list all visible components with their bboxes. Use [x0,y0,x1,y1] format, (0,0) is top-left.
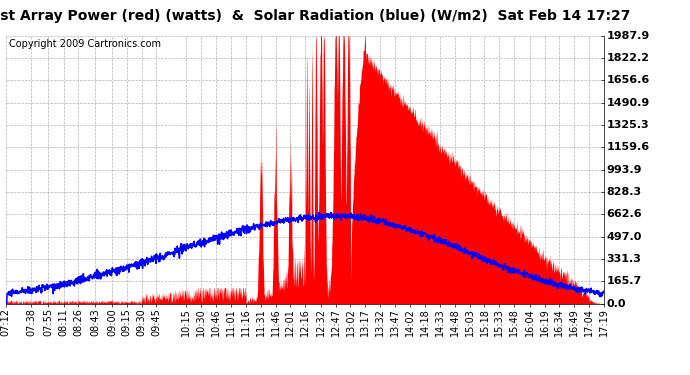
Text: 1325.3: 1325.3 [607,120,649,130]
Text: 165.7: 165.7 [607,276,642,286]
Text: 993.9: 993.9 [607,165,642,175]
Text: 662.6: 662.6 [607,209,642,219]
Text: 1656.6: 1656.6 [607,75,650,85]
Text: 1822.2: 1822.2 [607,53,649,63]
Text: 497.0: 497.0 [607,232,642,242]
Text: 1490.9: 1490.9 [607,98,650,108]
Text: West Array Power (red) (watts)  &  Solar Radiation (blue) (W/m2)  Sat Feb 14 17:: West Array Power (red) (watts) & Solar R… [0,9,631,23]
Text: 1159.6: 1159.6 [607,142,650,152]
Text: 1987.9: 1987.9 [607,31,650,40]
Text: 331.3: 331.3 [607,254,642,264]
Text: Copyright 2009 Cartronics.com: Copyright 2009 Cartronics.com [9,39,161,50]
Text: 828.3: 828.3 [607,187,642,197]
Text: 0.0: 0.0 [607,299,626,309]
